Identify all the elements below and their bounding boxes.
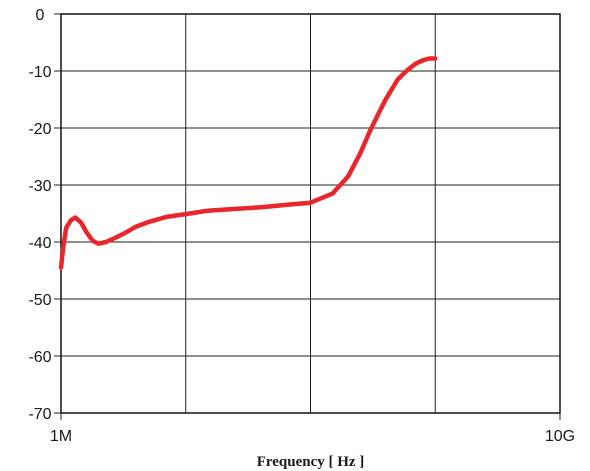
- x-axis-label: Frequency [ Hz ]: [257, 454, 365, 470]
- x-tick-label: 1M: [50, 428, 72, 445]
- y-tick-label: -60: [28, 349, 51, 366]
- y-tick-label: 0: [36, 7, 45, 24]
- plot-frame: [60, 13, 561, 414]
- grid-lines: [61, 13, 560, 414]
- x-tick-label: 10G: [545, 428, 575, 445]
- series-line: [58, 56, 438, 270]
- y-tick-label: -50: [28, 292, 51, 309]
- y-tick-label: -40: [28, 235, 51, 252]
- x-axis-ticks: 1M 10G: [50, 413, 575, 445]
- y-tick-label: -10: [28, 64, 51, 81]
- y-tick-label: -20: [28, 121, 51, 138]
- y-axis-ticks: 0 -10 -20 -30 -40 -50 -60 -70: [28, 7, 61, 423]
- y-tick-label: -70: [28, 406, 51, 423]
- y-tick-label: -30: [28, 178, 51, 195]
